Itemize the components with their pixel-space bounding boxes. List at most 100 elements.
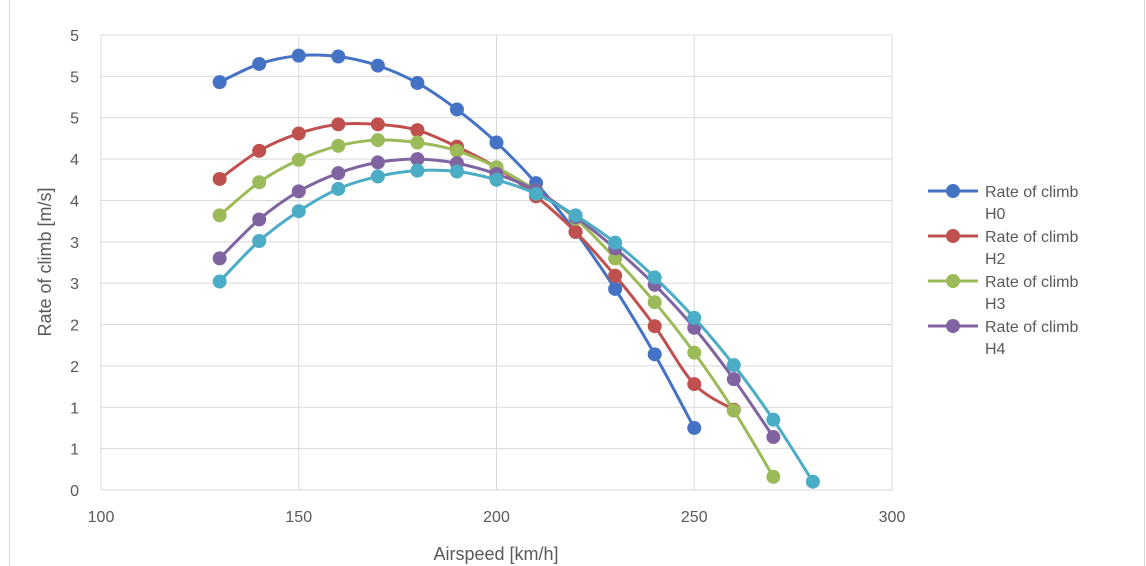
legend-label-suffix: H2 <box>985 251 1006 268</box>
legend-label-suffix: H4 <box>985 341 1006 358</box>
data-point <box>568 208 583 223</box>
data-point <box>608 268 623 283</box>
data-point <box>370 133 385 148</box>
y-tick-label: 3 <box>70 235 79 252</box>
data-point <box>449 164 464 179</box>
data-point <box>331 49 346 64</box>
data-point <box>370 58 385 73</box>
data-point <box>608 281 623 296</box>
data-point <box>331 181 346 196</box>
data-point <box>647 270 662 285</box>
x-axis-ticks: 100 150 200 250 300 <box>88 509 906 526</box>
data-point <box>252 56 267 71</box>
y-tick-label: 5 <box>70 111 79 128</box>
series-4 <box>212 163 820 489</box>
y-tick-label: 2 <box>70 359 79 376</box>
legend-label-suffix: H0 <box>985 206 1006 223</box>
legend-item-1: Rate of climb H2 <box>928 229 1078 268</box>
x-tick-label: 150 <box>285 509 312 526</box>
data-point <box>410 123 425 138</box>
legend-label: Rate of climb <box>985 319 1078 336</box>
data-point <box>726 403 741 418</box>
data-point <box>647 295 662 310</box>
data-point <box>608 235 623 250</box>
data-point <box>489 135 504 150</box>
data-point <box>687 420 702 435</box>
data-point <box>529 186 544 201</box>
data-point <box>489 172 504 187</box>
legend-label: Rate of climb <box>985 274 1078 291</box>
x-tick-label: 200 <box>483 509 510 526</box>
legend-swatch-marker <box>946 319 960 333</box>
y-axis-ticks: 0 1 1 2 2 3 3 4 4 5 5 5 <box>70 28 79 500</box>
data-point <box>331 166 346 181</box>
legend-swatch-marker <box>946 274 960 288</box>
legend-item-2: Rate of climb H3 <box>928 274 1078 313</box>
data-point <box>449 102 464 117</box>
data-series <box>212 48 820 489</box>
y-tick-label: 1 <box>70 442 79 459</box>
y-axis-title: Rate of climb [m/s] <box>35 187 55 336</box>
data-point <box>647 319 662 334</box>
data-point <box>647 347 662 362</box>
legend-swatch-marker <box>946 229 960 243</box>
legend-item-3: Rate of climb H4 <box>928 319 1078 358</box>
y-tick-label: 5 <box>70 69 79 86</box>
data-point <box>805 474 820 489</box>
data-point <box>252 143 267 158</box>
y-tick-label: 2 <box>70 318 79 335</box>
data-point <box>212 208 227 223</box>
data-point <box>687 310 702 325</box>
data-point <box>766 430 781 445</box>
data-point <box>410 135 425 150</box>
legend-label-suffix: H3 <box>985 296 1006 313</box>
y-tick-label: 4 <box>70 193 79 210</box>
data-point <box>212 251 227 266</box>
data-point <box>687 320 702 335</box>
y-tick-label: 5 <box>70 28 79 45</box>
legend-label: Rate of climb <box>985 184 1078 201</box>
data-point <box>608 251 623 266</box>
x-tick-label: 100 <box>88 509 115 526</box>
data-point <box>212 274 227 289</box>
data-point <box>568 224 583 239</box>
data-point <box>766 412 781 427</box>
y-tick-label: 0 <box>70 483 79 500</box>
y-tick-label: 4 <box>70 152 79 169</box>
data-point <box>687 345 702 360</box>
data-point <box>291 184 306 199</box>
data-point <box>410 152 425 167</box>
x-tick-label: 300 <box>879 509 906 526</box>
data-point <box>291 152 306 167</box>
data-point <box>726 358 741 373</box>
legend-label: Rate of climb <box>985 229 1078 246</box>
y-tick-label: 3 <box>70 276 79 293</box>
data-point <box>449 143 464 158</box>
data-point <box>331 117 346 132</box>
series-line-4 <box>218 168 815 483</box>
legend-item-0: Rate of climb H0 <box>928 184 1078 223</box>
x-axis-title: Airspeed [km/h] <box>433 544 558 564</box>
data-point <box>687 377 702 392</box>
data-point <box>252 233 267 248</box>
data-point <box>766 469 781 484</box>
data-point <box>212 171 227 186</box>
data-point <box>370 169 385 184</box>
data-point <box>212 75 227 90</box>
data-point <box>291 48 306 63</box>
data-point <box>370 155 385 170</box>
data-point <box>370 117 385 132</box>
y-tick-label: 1 <box>70 400 79 417</box>
data-point <box>410 163 425 178</box>
data-point <box>410 75 425 90</box>
data-point <box>252 175 267 190</box>
x-tick-label: 250 <box>681 509 708 526</box>
data-point <box>291 204 306 219</box>
data-point <box>331 138 346 153</box>
data-point <box>726 372 741 387</box>
legend-swatch-marker <box>946 184 960 198</box>
data-point <box>252 212 267 227</box>
data-point <box>291 126 306 141</box>
